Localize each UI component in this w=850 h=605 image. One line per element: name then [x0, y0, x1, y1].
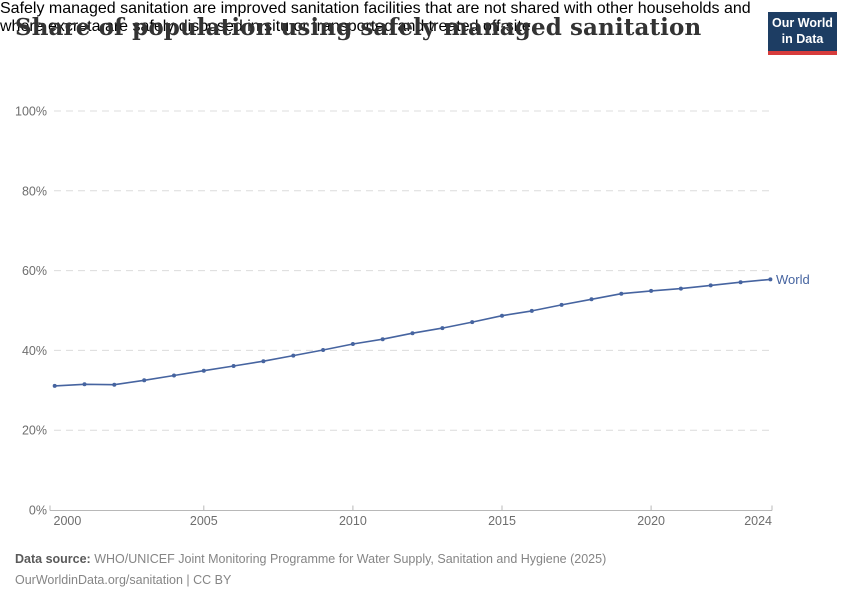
data-point-marker — [589, 297, 594, 302]
data-point-marker — [172, 373, 176, 378]
license-link[interactable]: CC BY — [193, 573, 232, 587]
data-point-marker — [500, 313, 504, 318]
world-series[interactable]: World — [52, 272, 810, 388]
page-title: Share of population using safely managed… — [15, 14, 702, 41]
data-source-text: WHO/UNICEF Joint Monitoring Programme fo… — [94, 552, 607, 566]
citation-url-link[interactable]: OurWorldinData.org/sanitation — [15, 573, 183, 587]
data-point-marker — [708, 283, 713, 288]
data-point-marker — [52, 383, 57, 388]
x-tick-label: 2015 — [488, 514, 516, 528]
data-point-marker — [619, 291, 624, 296]
data-point-marker — [291, 353, 296, 358]
data-point-marker — [440, 326, 445, 331]
y-tick-label: 40% — [22, 344, 47, 358]
owid-logo-line2: in Data — [781, 31, 824, 46]
data-point-marker — [410, 331, 415, 336]
y-tick-label: 60% — [22, 264, 47, 278]
data-point-marker — [559, 302, 564, 307]
y-tick-label: 20% — [22, 424, 47, 438]
data-point-marker — [649, 288, 654, 293]
chart-footer: Data source: WHO/UNICEF Joint Monitoring… — [15, 549, 606, 591]
data-point-marker — [738, 280, 743, 285]
data-point-marker — [380, 337, 385, 342]
citation-separator: | — [182, 573, 194, 587]
chart-subtitle-line1: Safely managed sanitation are improved s… — [0, 0, 751, 17]
owid-logo[interactable]: Our World in Data — [768, 12, 837, 55]
data-point-marker — [201, 368, 206, 373]
data-point-marker — [82, 382, 87, 387]
data-point-marker — [231, 364, 236, 368]
data-point-marker — [350, 342, 355, 346]
data-source-label: Data source: — [15, 552, 91, 566]
data-point-marker — [768, 277, 773, 282]
y-tick-label: 0% — [29, 504, 47, 518]
data-point-marker — [261, 359, 266, 364]
chart-subtitle-line2: where excreta are safely disposed in sit… — [0, 18, 536, 35]
data-point-marker — [112, 382, 117, 387]
y-tick-label: 80% — [22, 184, 47, 198]
data-point-marker — [142, 378, 147, 383]
x-tick-label: 2024 — [744, 514, 772, 528]
x-tick-label: 2020 — [637, 514, 665, 528]
y-tick-label: 100% — [15, 105, 47, 119]
data-point-marker — [678, 286, 683, 291]
data-source-line: Data source: WHO/UNICEF Joint Monitoring… — [15, 549, 606, 570]
data-point-marker — [529, 308, 534, 313]
citation-line: OurWorldinData.org/sanitation | CC BY — [15, 570, 606, 591]
data-point-marker — [470, 320, 475, 325]
series-label-world[interactable]: World — [776, 272, 810, 287]
data-point-marker — [321, 348, 326, 352]
x-tick-label: 2010 — [339, 514, 367, 528]
x-tick-label: 2000 — [54, 514, 82, 528]
x-tick-label: 2005 — [190, 514, 218, 528]
owid-logo-line1: Our World — [772, 16, 833, 30]
